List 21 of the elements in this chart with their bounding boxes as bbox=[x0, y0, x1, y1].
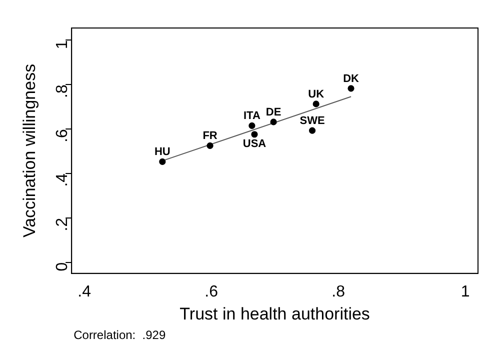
data-label: DE bbox=[266, 106, 282, 118]
x-axis-title: Trust in health authorities bbox=[180, 304, 370, 324]
text: Correlation: .929 bbox=[74, 328, 166, 342]
y-tick-label: 1 bbox=[54, 40, 72, 50]
y-axis-title: Vaccination willingness bbox=[20, 64, 39, 238]
x-tick-label: .8 bbox=[332, 283, 346, 300]
y-tick-label: .8 bbox=[54, 84, 72, 98]
data-label: UK bbox=[308, 88, 324, 100]
data-label: HU bbox=[154, 146, 170, 158]
data-label: SWE bbox=[300, 115, 325, 128]
x-tick-label: 1 bbox=[460, 283, 470, 300]
y-tick-label: 0 bbox=[54, 262, 72, 272]
data-label: ITA bbox=[243, 110, 260, 122]
data-label: FR bbox=[202, 130, 218, 142]
data-label: USA bbox=[242, 138, 266, 150]
x-tick-label: .6 bbox=[204, 283, 218, 300]
y-tick-label: .2 bbox=[54, 218, 72, 232]
x-tick-label: .4 bbox=[78, 283, 92, 300]
y-tick-label: .4 bbox=[54, 173, 72, 187]
data-label: DK bbox=[343, 72, 359, 85]
y-tick-label: .6 bbox=[54, 128, 72, 142]
